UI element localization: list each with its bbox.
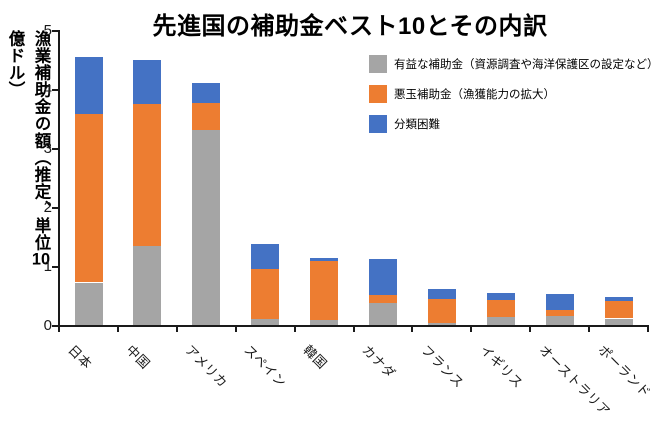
bar-segment-2: [368, 258, 397, 295]
x-tick-mark: [529, 327, 532, 332]
bar-segment-2: [133, 60, 162, 104]
bar-segment-1: [310, 260, 339, 321]
x-tick-mark: [234, 327, 237, 332]
legend-item-beneficial: 有益な補助金（資源調査や海洋保護区の設定など）: [369, 55, 659, 73]
bar-segment-0: [133, 245, 162, 325]
legend-item-unclassified: 分類困難: [369, 115, 659, 133]
x-tick-mark: [116, 327, 119, 332]
x-axis-line: [58, 325, 649, 327]
bar-segment-1: [133, 103, 162, 246]
bar-segment-1: [604, 301, 633, 319]
x-category-label: スペイン: [241, 342, 290, 391]
bar-segment-2: [310, 257, 339, 261]
legend: 有益な補助金（資源調査や海洋保護区の設定など） 悪玉補助金（漁獲能力の拡大） 分…: [369, 55, 659, 145]
bar-segment-1: [251, 268, 280, 319]
x-tick-mark: [293, 327, 296, 332]
harmful-subsidy-swatch: [369, 85, 387, 103]
x-tick-mark: [175, 327, 178, 332]
bar-segment-1: [192, 102, 221, 130]
beneficial-subsidy-swatch: [369, 55, 387, 73]
bar-segment-0: [368, 302, 397, 325]
x-tick-mark: [470, 327, 473, 332]
x-category-label: カナダ: [359, 342, 399, 382]
legend-label: 悪玉補助金（漁獲能力の拡大）: [394, 89, 555, 101]
bar-segment-0: [545, 316, 574, 325]
bar-segment-0: [192, 129, 221, 325]
bar-segment-2: [74, 57, 103, 114]
x-tick-mark: [647, 327, 649, 332]
y-axis-label-digits: 10: [31, 251, 51, 268]
y-tick-label: 1: [43, 258, 52, 275]
bar-segment-1: [74, 113, 103, 283]
y-tick-mark: [52, 207, 58, 209]
y-tick-label: 3: [43, 140, 52, 157]
bar-segment-2: [604, 296, 633, 302]
y-tick-mark: [52, 325, 58, 327]
x-category-label: 韓国: [300, 342, 331, 372]
y-tick-label: 0: [43, 317, 52, 334]
bar-segment-0: [427, 322, 456, 325]
y-tick-mark: [52, 266, 58, 268]
y-tick-mark: [52, 30, 58, 32]
y-axis-label-text: 億ドル）: [6, 30, 24, 98]
x-tick-mark: [352, 327, 355, 332]
bar-segment-0: [604, 318, 633, 325]
legend-label: 分類困難: [394, 119, 440, 131]
x-tick-mark: [411, 327, 414, 332]
y-axis-label: 漁業補助金の額（推定、単位10億ドル）: [2, 30, 54, 332]
y-axis-label-text: 漁業補助金の額（推定、単位: [32, 30, 50, 251]
y-tick-label: 5: [43, 22, 52, 39]
bar-segment-2: [545, 294, 574, 311]
y-axis-line: [58, 30, 60, 327]
x-category-label: イギリス: [477, 342, 526, 391]
x-category-label: フランス: [418, 342, 467, 391]
bar-segment-1: [427, 299, 456, 323]
x-tick-mark: [588, 327, 591, 332]
y-tick-mark: [52, 148, 58, 150]
x-category-label: 中国: [123, 342, 154, 372]
x-tick-mark: [58, 327, 60, 332]
bar-segment-0: [310, 320, 339, 325]
chart-title: 先進国の補助金ベスト10とその内訳: [152, 13, 548, 40]
y-tick-label: 2: [43, 199, 52, 216]
bar-segment-0: [486, 316, 515, 325]
x-category-label: 日本: [64, 342, 95, 372]
bar-segment-1: [368, 294, 397, 303]
x-category-label: アメリカ: [182, 342, 231, 391]
y-tick-label: 4: [43, 81, 52, 98]
bar-segment-0: [74, 282, 103, 325]
bar-segment-2: [251, 244, 280, 269]
unclassified-subsidy-swatch: [369, 115, 387, 133]
legend-label: 有益な補助金（資源調査や海洋保護区の設定など）: [394, 59, 659, 71]
bar-segment-2: [192, 83, 221, 103]
bar-segment-2: [427, 289, 456, 299]
bar-segment-2: [486, 293, 515, 301]
x-category-label: ポーランド: [594, 342, 654, 401]
legend-item-harmful: 悪玉補助金（漁獲能力の拡大）: [369, 85, 659, 103]
bar-segment-1: [545, 310, 574, 317]
y-tick-mark: [52, 89, 58, 91]
bar-segment-1: [486, 300, 515, 317]
bar-segment-0: [251, 319, 280, 325]
